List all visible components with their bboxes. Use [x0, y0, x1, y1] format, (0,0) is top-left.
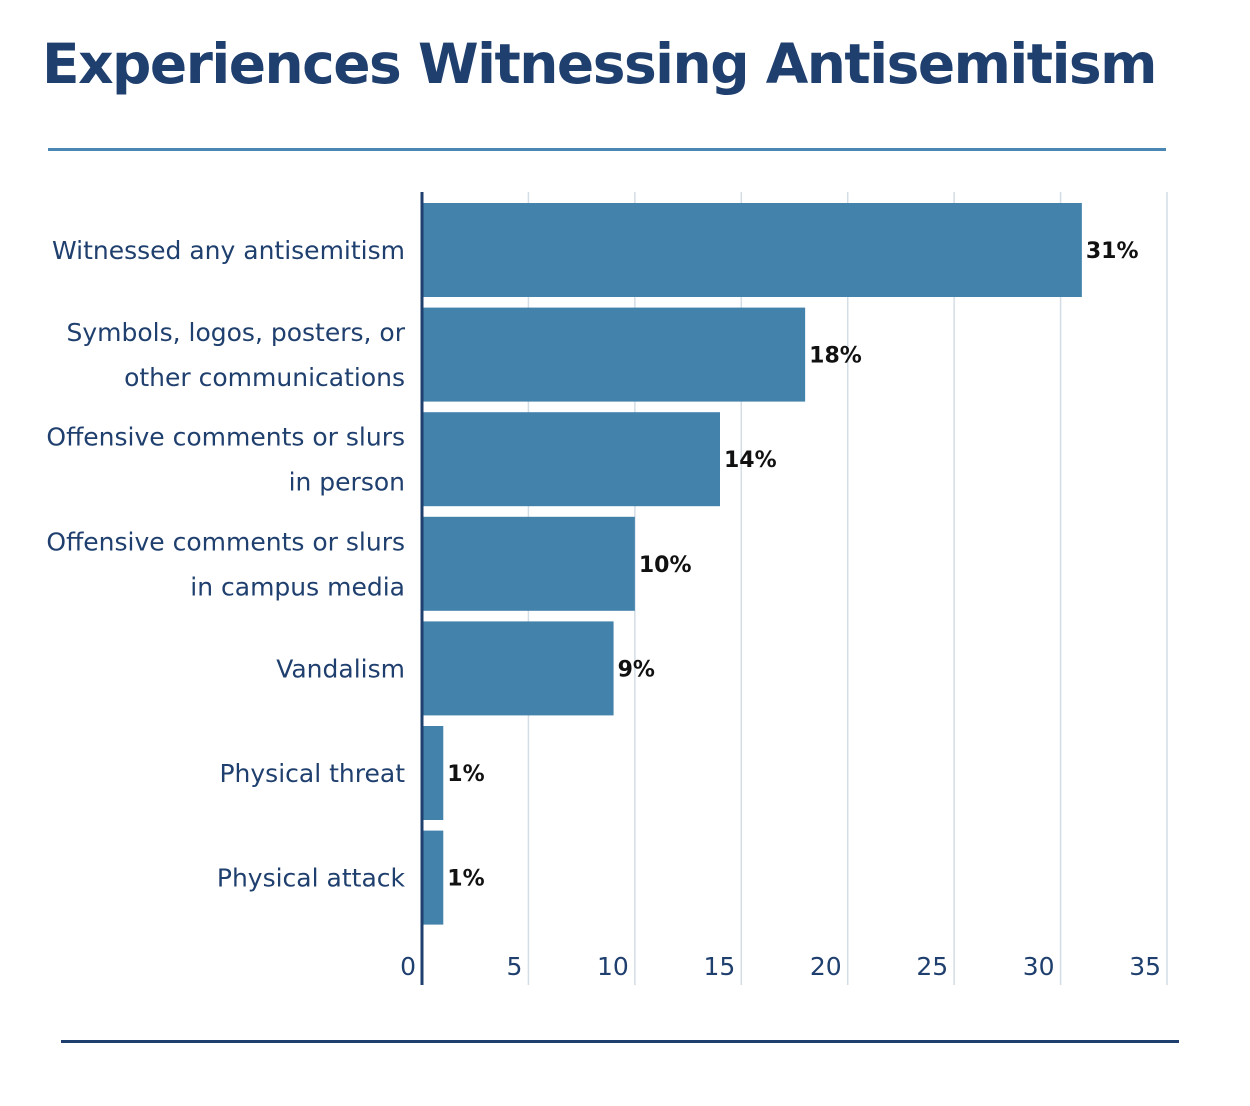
bar — [422, 412, 720, 507]
x-tick-label: 35 — [1129, 952, 1161, 981]
category-label: Offensive comments or slurs in person — [46, 423, 405, 497]
category-labels: Witnessed any antisemitism Symbols, logos… — [46, 236, 405, 893]
category-label-line: Vandalism — [276, 654, 405, 683]
data-labels: 31% 18% 14% 10% 9% 1% 1% — [447, 239, 1138, 892]
category-label: Physical attack — [217, 864, 406, 893]
bar — [422, 307, 806, 402]
category-label-line: Offensive comments or slurs — [46, 527, 405, 556]
bar — [422, 830, 444, 925]
x-tick-labels: 0 5 10 15 20 25 30 35 — [400, 952, 1161, 981]
x-tick-label: 15 — [703, 952, 735, 981]
title-divider — [48, 148, 1166, 151]
data-label: 14% — [724, 448, 777, 473]
data-label: 31% — [1086, 239, 1139, 264]
category-label: Symbols, logos, posters, or other communi… — [66, 318, 405, 392]
bar — [422, 516, 635, 611]
category-label: Witnessed any antisemitism — [52, 236, 405, 265]
x-tick-label: 0 — [400, 952, 416, 981]
x-tick-label: 25 — [916, 952, 948, 981]
x-tick-label: 30 — [1023, 952, 1055, 981]
bottom-divider — [61, 1040, 1179, 1043]
data-label: 1% — [447, 762, 484, 787]
category-label-line: Physical attack — [217, 864, 406, 893]
bars — [422, 203, 1082, 925]
data-label: 18% — [809, 344, 862, 369]
category-label-line: Witnessed any antisemitism — [52, 236, 405, 265]
data-label: 10% — [639, 553, 692, 578]
chart-title: Experiences Witnessing Antisemitism — [42, 32, 1157, 96]
data-label: 9% — [618, 657, 655, 682]
category-label-line: Symbols, logos, posters, or — [66, 318, 405, 347]
category-label: Physical threat — [219, 759, 405, 788]
bar — [422, 621, 614, 716]
data-label: 1% — [447, 867, 484, 892]
bar — [422, 726, 444, 820]
x-tick-label: 5 — [507, 952, 523, 981]
x-tick-label: 10 — [597, 952, 629, 981]
category-label-line: in campus media — [190, 572, 405, 601]
category-label-line: Offensive comments or slurs — [46, 423, 405, 452]
category-label: Offensive comments or slurs in campus med… — [46, 527, 405, 601]
category-label: Vandalism — [276, 654, 405, 683]
bar — [422, 203, 1082, 297]
category-label-line: Physical threat — [219, 759, 405, 788]
category-label-line: other communications — [124, 363, 405, 392]
category-label-line: in person — [289, 468, 405, 497]
x-tick-label: 20 — [810, 952, 842, 981]
